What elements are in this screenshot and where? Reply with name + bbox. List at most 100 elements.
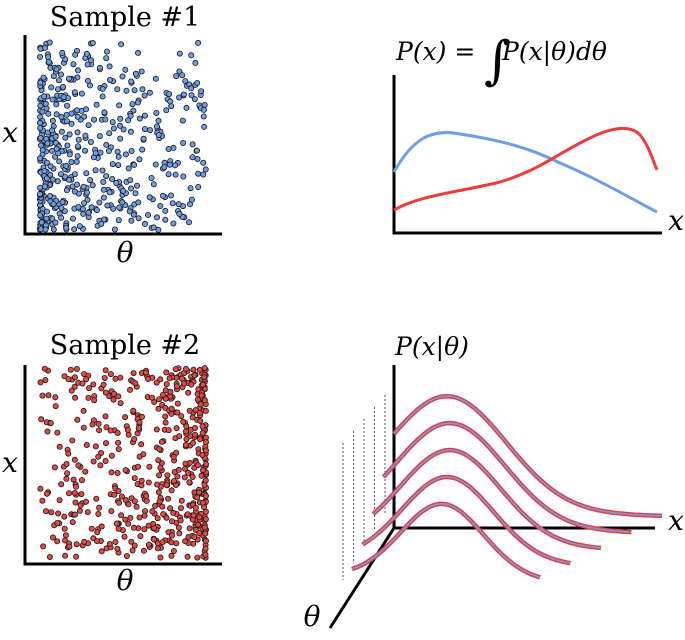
sample2-point <box>83 498 90 505</box>
sample2-point <box>95 453 102 460</box>
sample1-point <box>153 123 160 130</box>
sample2-point <box>52 394 59 401</box>
conditional-x-label: x <box>668 504 684 537</box>
sample1-point <box>44 208 51 215</box>
sample1-point <box>81 113 88 120</box>
sample2-point <box>82 468 89 475</box>
sample2-point <box>85 394 92 401</box>
sample1-point <box>200 171 207 178</box>
sample1-point <box>148 174 155 181</box>
sample2-point <box>71 489 78 496</box>
sample1-point <box>163 107 170 114</box>
sample2-point <box>64 470 71 477</box>
sample1-point <box>84 189 91 196</box>
sample2-point <box>182 441 189 448</box>
sample1-point <box>42 226 49 233</box>
sample2-point <box>164 472 171 479</box>
sample2-point <box>129 547 136 554</box>
sample1-point <box>49 96 56 103</box>
sample2-point <box>62 532 69 539</box>
sample1-point <box>68 120 75 127</box>
sample1-point <box>141 112 148 119</box>
sample1-point <box>100 194 107 201</box>
sample2-point <box>173 383 180 390</box>
sample1-point <box>72 51 79 58</box>
sample2-point <box>133 503 140 510</box>
sample2-point <box>131 542 138 549</box>
sample1-point <box>200 106 207 113</box>
sample1-point <box>126 208 133 215</box>
sample2-point <box>89 421 96 428</box>
sample2-y-label: x <box>2 446 18 479</box>
sample1-point <box>169 200 176 207</box>
sample1-point <box>76 223 83 230</box>
sample1-point <box>44 140 51 147</box>
sample2-point <box>192 431 199 438</box>
sample2-point <box>95 510 102 517</box>
sample2-point <box>155 405 162 412</box>
sample2-point <box>65 450 72 457</box>
sample2-point <box>95 420 102 427</box>
sample2-point <box>202 530 209 537</box>
sample1-point <box>117 135 124 142</box>
sample1-point <box>122 151 129 158</box>
sample2-point <box>146 463 153 470</box>
sample2-point <box>37 485 44 492</box>
sample2-point <box>70 476 77 483</box>
sample1-point <box>166 161 173 168</box>
sample1-point <box>153 214 160 221</box>
marginal-panel: P(x) = ∫ P(x|θ)dθ x <box>392 31 684 237</box>
sample2-point <box>155 489 162 496</box>
sample1-point <box>106 189 113 196</box>
sample1-point <box>139 146 146 153</box>
sample2-point <box>202 492 209 499</box>
sample2-point <box>199 430 206 437</box>
sample2-point <box>145 479 152 486</box>
sample2-point <box>46 554 53 561</box>
sample2-point <box>101 374 108 381</box>
sample1-point <box>83 106 90 113</box>
sample1-point <box>175 201 182 208</box>
sample1-point <box>45 58 52 65</box>
sample1-point <box>44 159 51 166</box>
sample1-point <box>155 226 162 233</box>
sample2-point <box>138 441 145 448</box>
sample2-point <box>130 524 137 531</box>
sample2-point <box>156 498 163 505</box>
sample2-point <box>180 418 187 425</box>
sample1-point <box>119 199 126 206</box>
sample2-point <box>158 438 165 445</box>
sample2-point <box>202 516 209 523</box>
sample2-point <box>131 475 138 482</box>
sample2-point <box>65 376 72 383</box>
sample1-point <box>83 50 90 57</box>
sample2-point <box>88 525 95 532</box>
sample1-point <box>115 217 122 224</box>
sample2-point <box>170 478 177 485</box>
conditional-curve-outline <box>381 420 632 535</box>
sample2-point <box>100 381 107 388</box>
sample2-point <box>74 416 81 423</box>
sample2-point <box>194 554 201 561</box>
sample2-points <box>37 365 209 561</box>
sample1-point <box>193 147 200 154</box>
sample2-point <box>63 475 70 482</box>
sample2-point <box>61 373 68 380</box>
sample2-point <box>42 377 49 384</box>
sample2-point <box>44 490 51 497</box>
sample2-point <box>108 452 115 459</box>
sample2-point <box>185 389 192 396</box>
sample1-point <box>53 111 60 118</box>
sample1-point <box>50 201 57 208</box>
sample2-point <box>91 397 98 404</box>
sample1-point <box>189 141 196 148</box>
sample2-point <box>174 409 181 416</box>
sample2-title: Sample #2 <box>50 330 200 361</box>
sample1-point <box>74 143 81 150</box>
sample2-point <box>114 545 121 552</box>
sample2-point <box>155 457 162 464</box>
sample1-point <box>49 127 56 134</box>
sample1-point <box>99 93 106 100</box>
sample2-point <box>39 497 46 504</box>
sample2-point <box>93 495 100 502</box>
